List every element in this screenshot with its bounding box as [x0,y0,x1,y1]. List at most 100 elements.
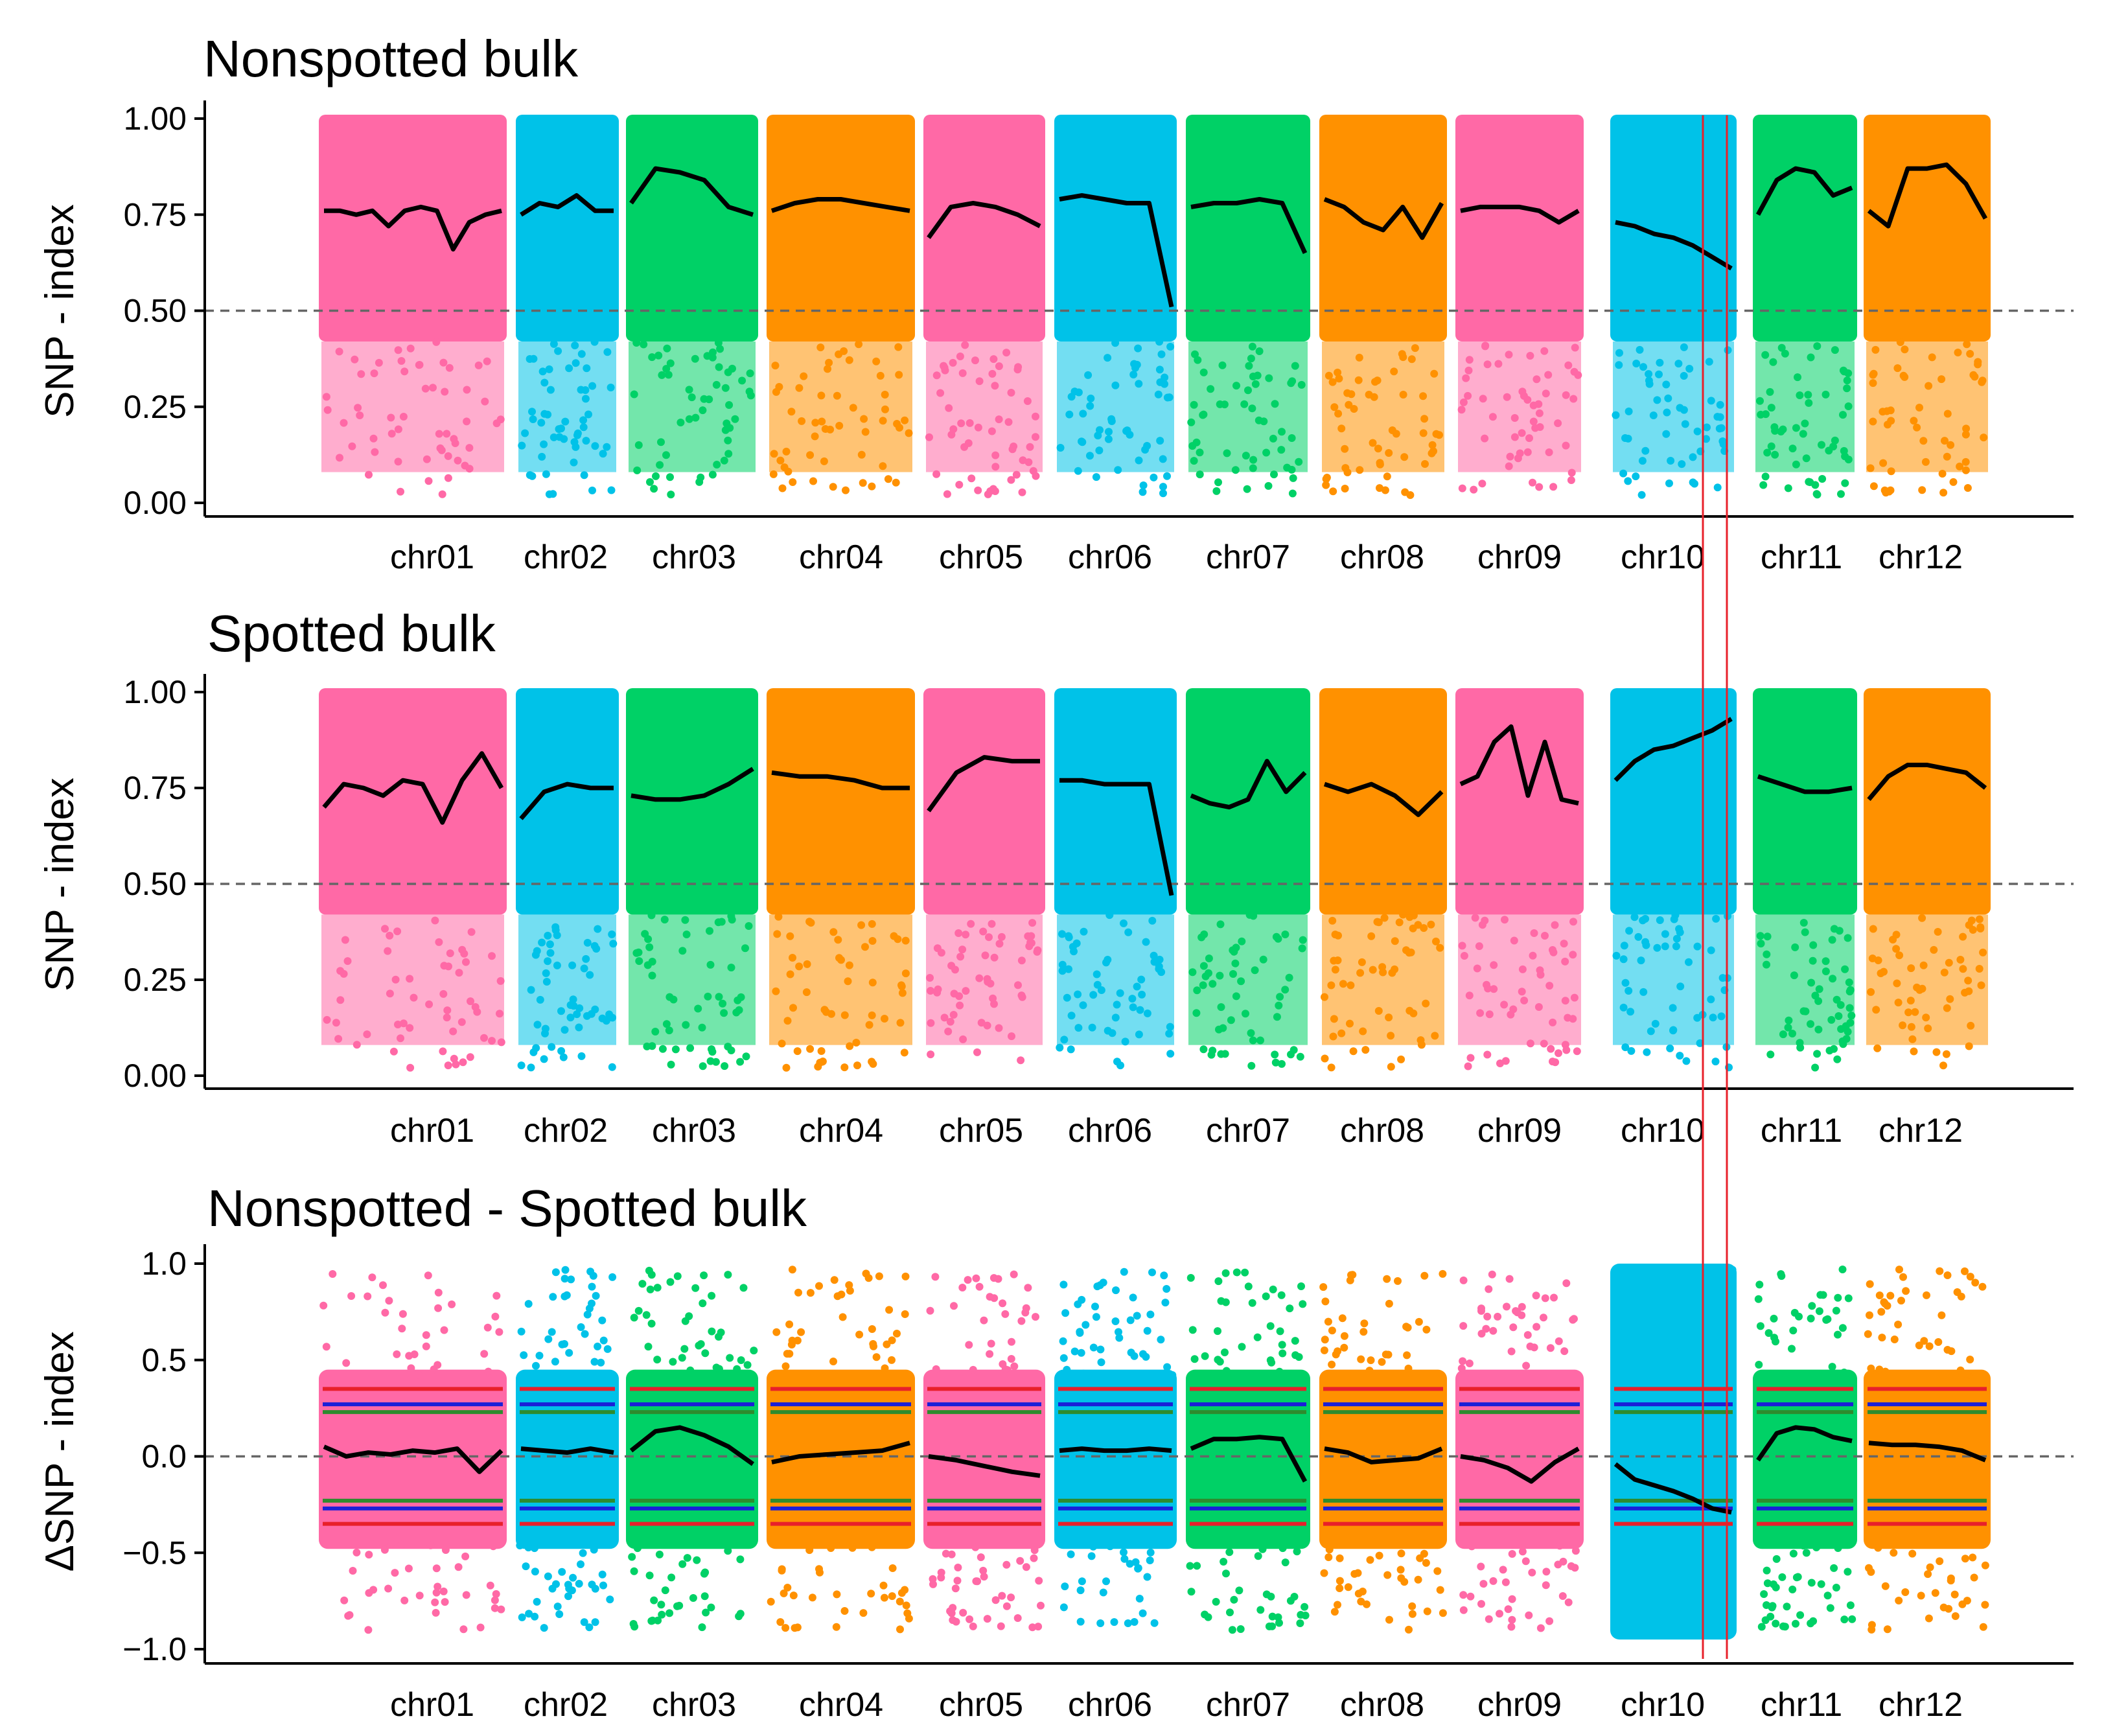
data-point [569,1573,577,1582]
data-point [1545,1617,1554,1625]
data-point [1081,1321,1090,1329]
data-point [399,1310,407,1318]
data-point [868,1325,876,1333]
data-point [1894,1321,1902,1328]
data-point [998,1591,1006,1600]
x-tick-label: chr04 [799,1686,883,1724]
data-point [712,1363,721,1372]
data-point [1634,1590,1643,1598]
data-point [598,1316,607,1325]
data-point [1186,1562,1194,1570]
data-point [1754,1295,1763,1303]
data-point [949,1604,957,1612]
data-point [1620,1328,1628,1337]
data-point [1321,1297,1330,1306]
data-point [1201,1352,1209,1360]
data-point [365,470,373,479]
panel-title: Nonspotted - Spotted bulk [207,1179,807,1237]
data-point [691,1284,700,1292]
data-point [980,1316,988,1325]
data-point [840,1607,849,1615]
data-point [700,1592,709,1601]
point-cloud [926,341,1043,472]
data-point [1805,478,1813,486]
data-point [497,1605,505,1614]
data-point [1934,1338,1943,1346]
data-point [868,1543,876,1551]
data-point [1077,1348,1085,1357]
data-point [1126,1316,1135,1325]
data-point [655,1550,664,1558]
data-point [991,1596,1000,1604]
data-point [931,1273,940,1281]
data-point [1120,1555,1129,1563]
data-point [491,1312,500,1321]
data-point [1939,1061,1947,1070]
data-point [1063,1365,1071,1374]
data-point [1939,489,1948,497]
data-point [1361,1046,1370,1054]
data-point [973,1048,981,1056]
data-point [1781,1371,1790,1379]
y-axis-title: SNP - index [38,778,82,991]
data-point [1190,1355,1199,1363]
point-cloud [923,115,1045,341]
data-point [647,1617,656,1625]
trend-line-chr01 [324,204,502,252]
data-point [1378,1358,1386,1366]
data-point [607,486,616,494]
y-tick-label: 0.50 [124,866,187,902]
data-point [778,1565,786,1573]
data-point [565,1348,573,1357]
data-point [424,477,433,485]
data-point [1505,1275,1514,1283]
data-point [1963,484,1972,492]
trend-line-chr10 [1615,220,1733,271]
data-point [517,1061,526,1070]
data-point [638,1280,647,1288]
data-point [1489,1326,1498,1335]
data-point [381,1308,389,1317]
data-point [853,1061,861,1070]
data-point [368,1273,376,1282]
data-point [353,1548,361,1557]
data-point [1766,1050,1775,1059]
data-point [806,1289,815,1297]
data-point [1320,1346,1328,1354]
data-point [1078,1577,1086,1586]
data-point [549,1293,557,1301]
data-point [646,478,654,486]
data-point [1013,1614,1022,1622]
data-point [1833,1055,1842,1063]
data-point [533,1597,541,1606]
data-point [785,1320,794,1328]
data-point [1130,1618,1139,1626]
data-point [1120,1267,1128,1276]
data-point [1970,1573,1978,1582]
data-point [1357,1355,1365,1363]
data-point [1059,1354,1068,1362]
point-cloud [1054,115,1177,341]
data-point [1756,1322,1764,1330]
data-point [964,1276,972,1284]
data-point [1420,1271,1429,1280]
data-point [1503,1302,1510,1311]
data-point [1322,481,1330,489]
data-point [1877,1308,1886,1316]
data-point [1760,1590,1768,1598]
trend-line-chr12 [1868,1441,1987,1463]
data-point [562,1291,571,1299]
data-point [987,1339,995,1348]
data-point [1336,1577,1344,1585]
point-cloud [1755,914,1855,1045]
data-point [1925,1614,1933,1623]
data-point [1089,1542,1098,1551]
data-point [808,1593,816,1602]
data-point [1542,1581,1550,1590]
data-point [1485,1285,1493,1293]
chromosome-chr02-points [516,688,619,1072]
data-point [431,1598,439,1606]
data-point [1555,1337,1563,1345]
data-point [1359,1328,1368,1336]
data-point [1617,1360,1626,1368]
